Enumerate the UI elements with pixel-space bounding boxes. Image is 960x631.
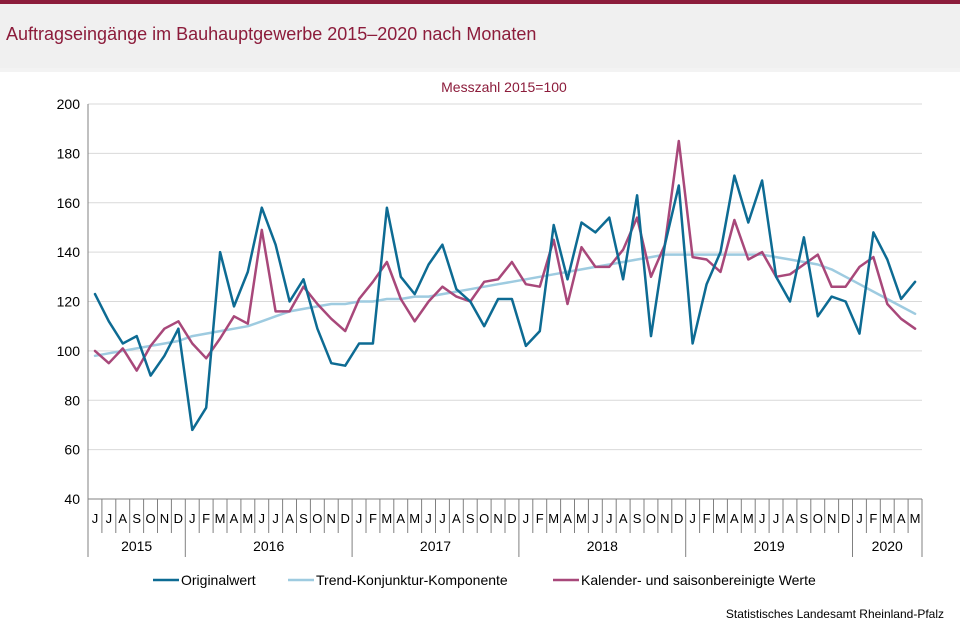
x-tick-label: O — [646, 511, 656, 526]
x-tick-label: M — [409, 511, 420, 526]
x-tick-label: N — [327, 511, 336, 526]
x-tick-label: A — [452, 511, 461, 526]
x-tick-label: D — [841, 511, 850, 526]
x-tick-label: A — [897, 511, 906, 526]
y-tick-label: 180 — [57, 145, 81, 161]
x-tick-label: O — [813, 511, 823, 526]
x-tick-label: D — [340, 511, 349, 526]
x-tick-label: A — [396, 511, 405, 526]
year-label: 2019 — [754, 538, 785, 554]
y-tick-label: 140 — [57, 244, 81, 260]
x-tick-label: O — [145, 511, 155, 526]
x-tick-label: S — [299, 511, 308, 526]
legend-label: Kalender- und saisonbereinigte Werte — [581, 572, 816, 588]
year-label: 2020 — [872, 538, 903, 554]
y-tick-label: 120 — [57, 294, 81, 310]
y-tick-label: 60 — [64, 442, 80, 458]
x-tick-label: M — [882, 511, 893, 526]
x-tick-label: J — [425, 511, 432, 526]
x-tick-label: J — [92, 511, 99, 526]
year-label: 2016 — [253, 538, 284, 554]
x-tick-label: M — [215, 511, 226, 526]
y-tick-label: 100 — [57, 343, 81, 359]
x-tick-label: J — [592, 511, 599, 526]
legend-label: Trend-Konjunktur-Komponente — [316, 572, 508, 588]
x-tick-label: S — [132, 511, 141, 526]
y-tick-label: 80 — [64, 392, 80, 408]
legend-label: Originalwert — [181, 572, 256, 588]
x-tick-label: N — [160, 511, 169, 526]
x-tick-label: M — [381, 511, 392, 526]
top-accent-bar — [0, 0, 960, 4]
x-tick-label: S — [633, 511, 642, 526]
x-tick-label: A — [285, 511, 294, 526]
chart-title: Auftragseingänge im Bauhauptgewerbe 2015… — [6, 24, 537, 44]
x-tick-label: M — [910, 511, 921, 526]
year-label: 2017 — [420, 538, 451, 554]
x-tick-label: J — [606, 511, 613, 526]
x-tick-label: J — [759, 511, 766, 526]
x-tick-label: A — [786, 511, 795, 526]
x-tick-label: J — [856, 511, 863, 526]
x-tick-label: S — [800, 511, 809, 526]
series-line-1 — [93, 174, 917, 432]
x-tick-label: D — [674, 511, 683, 526]
x-tick-label: J — [106, 511, 113, 526]
chart-area — [0, 72, 960, 631]
x-tick-label: J — [259, 511, 266, 526]
x-tick-label: M — [548, 511, 559, 526]
x-tick-label: S — [466, 511, 475, 526]
x-tick-label: N — [827, 511, 836, 526]
source-note: Statistisches Landesamt Rheinland-Pfalz — [725, 607, 944, 621]
year-label: 2018 — [587, 538, 618, 554]
x-tick-label: J — [773, 511, 780, 526]
x-tick-label: A — [230, 511, 239, 526]
x-tick-label: O — [479, 511, 489, 526]
x-tick-label: M — [576, 511, 587, 526]
x-tick-label: A — [118, 511, 127, 526]
x-tick-label: N — [660, 511, 669, 526]
x-tick-label: F — [869, 511, 877, 526]
x-tick-label: M — [743, 511, 754, 526]
chart-subtitle: Messzahl 2015=100 — [441, 79, 567, 95]
x-tick-label: D — [174, 511, 183, 526]
year-label: 2015 — [121, 538, 152, 554]
x-tick-label: M — [242, 511, 253, 526]
x-tick-label: F — [703, 511, 711, 526]
x-tick-label: F — [202, 511, 210, 526]
y-tick-label: 160 — [57, 195, 81, 211]
x-tick-label: F — [536, 511, 544, 526]
y-tick-label: 40 — [64, 491, 80, 507]
series-line-2 — [93, 253, 917, 358]
x-tick-label: N — [493, 511, 502, 526]
x-tick-label: F — [369, 511, 377, 526]
x-tick-label: A — [619, 511, 628, 526]
x-tick-label: J — [272, 511, 279, 526]
x-tick-label: J — [439, 511, 446, 526]
series-line-3 — [93, 139, 917, 372]
x-tick-label: A — [730, 511, 739, 526]
legend: Originalwert Trend-Konjunktur-Komponente K… — [153, 572, 816, 588]
x-tick-label: J — [523, 511, 530, 526]
header-band — [0, 4, 960, 68]
y-tick-label: 200 — [57, 96, 81, 112]
x-tick-label: J — [689, 511, 696, 526]
x-tick-label: O — [312, 511, 322, 526]
x-tick-label: M — [715, 511, 726, 526]
x-tick-label: D — [507, 511, 516, 526]
x-tick-label: J — [189, 511, 196, 526]
gridlines — [88, 103, 922, 451]
x-tick-label: J — [356, 511, 363, 526]
series-lines — [93, 139, 917, 432]
x-tick-label: A — [563, 511, 572, 526]
